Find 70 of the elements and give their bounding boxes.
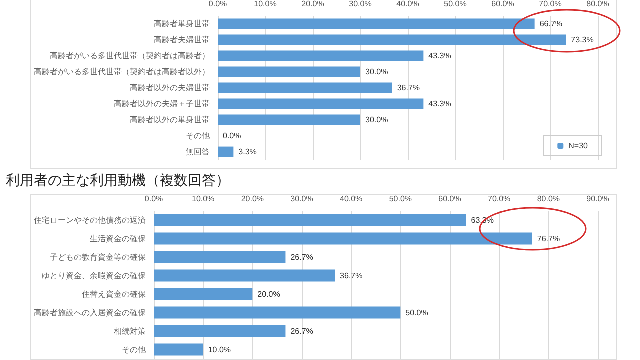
x-tick-label: 90.0% bbox=[586, 194, 610, 204]
y-tick-label: 高齢者夫婦世帯 bbox=[154, 36, 210, 44]
bar bbox=[218, 98, 424, 110]
bar bbox=[218, 146, 234, 158]
y-tick-label: 住宅ローンやその他債務の返済 bbox=[34, 216, 146, 225]
data-label: 50.0% bbox=[406, 308, 428, 318]
bar bbox=[154, 232, 532, 245]
x-tick-label: 20.0% bbox=[302, 0, 324, 8]
data-label: 43.3% bbox=[428, 100, 452, 108]
x-tick-label: 30.0% bbox=[290, 194, 314, 204]
x-tick-label: 30.0% bbox=[349, 0, 372, 8]
bar bbox=[154, 270, 336, 282]
y-tick-label: 高齢者以外の夫婦＋子世帯 bbox=[114, 100, 210, 108]
y-tick-label: 高齢者がいる多世代世帯（契約者は高齢者） bbox=[50, 52, 210, 60]
x-tick-label: 60.0% bbox=[492, 0, 514, 8]
bar bbox=[218, 114, 360, 126]
bar bbox=[154, 344, 204, 356]
y-tick-label: 相続対策 bbox=[114, 326, 146, 336]
y-tick-label: その他 bbox=[122, 345, 146, 354]
x-tick-label: 0.0% bbox=[144, 194, 164, 204]
bar bbox=[218, 82, 392, 94]
bar bbox=[154, 214, 466, 226]
data-label: 43.3% bbox=[428, 52, 452, 60]
x-tick-label: 70.0% bbox=[539, 0, 562, 8]
x-tick-label: 10.0% bbox=[254, 0, 277, 8]
x-tick-label: 80.0% bbox=[537, 194, 560, 204]
data-label: 76.7% bbox=[537, 234, 560, 244]
legend-label: N=30 bbox=[568, 142, 589, 150]
data-label: 36.7% bbox=[397, 84, 420, 92]
x-tick-label: 40.0% bbox=[340, 194, 363, 204]
chart-title: 利用者の主な利用動機（複数回答） bbox=[6, 172, 230, 190]
data-label: 30.0% bbox=[366, 116, 388, 124]
bar bbox=[218, 66, 360, 78]
bar bbox=[154, 251, 286, 264]
data-label: 0.0% bbox=[223, 132, 242, 140]
bar bbox=[154, 325, 286, 338]
x-tick-label: 80.0% bbox=[586, 0, 610, 8]
y-tick-label: 子どもの教育資金等の確保 bbox=[50, 252, 146, 262]
y-tick-label: その他 bbox=[186, 132, 210, 140]
data-label: 66.7% bbox=[540, 20, 563, 28]
bar bbox=[218, 34, 566, 46]
x-tick-label: 70.0% bbox=[488, 194, 511, 204]
data-label: 10.0% bbox=[208, 345, 232, 354]
x-tick-label: 10.0% bbox=[192, 194, 215, 204]
y-tick-label: 高齢者以外の単身世帯 bbox=[130, 116, 210, 124]
y-tick-label: 高齢者単身世帯 bbox=[154, 20, 210, 28]
bar bbox=[154, 306, 401, 319]
data-label: 20.0% bbox=[258, 290, 280, 299]
data-label: 30.0% bbox=[366, 68, 388, 76]
data-label: 26.7% bbox=[290, 326, 314, 336]
y-tick-label: 高齢者施設への入居資金の確保 bbox=[34, 308, 146, 318]
x-tick-label: 40.0% bbox=[396, 0, 420, 8]
bar bbox=[154, 288, 253, 300]
data-label: 26.7% bbox=[290, 252, 314, 262]
y-tick-label: 高齢者以外の夫婦世帯 bbox=[130, 84, 210, 92]
x-tick-label: 20.0% bbox=[241, 194, 264, 204]
y-tick-label: 高齢者がいる多世代世帯（契約者は高齢者以外） bbox=[34, 68, 210, 76]
x-tick-label: 60.0% bbox=[438, 194, 462, 204]
x-tick-label: 50.0% bbox=[389, 194, 412, 204]
x-tick-label: 0.0% bbox=[208, 0, 228, 8]
y-tick-label: 生活資金の確保 bbox=[90, 234, 146, 244]
bar bbox=[218, 18, 535, 30]
y-tick-label: 住替え資金の確保 bbox=[82, 290, 146, 299]
data-label: 36.7% bbox=[340, 271, 363, 280]
x-tick-label: 50.0% bbox=[444, 0, 467, 8]
y-tick-label: ゆとり資金、余暇資金の確保 bbox=[42, 271, 146, 280]
data-label: 3.3% bbox=[238, 148, 257, 156]
bar bbox=[218, 50, 424, 62]
y-tick-label: 無回答 bbox=[186, 148, 210, 156]
data-label: 73.3% bbox=[571, 36, 594, 44]
